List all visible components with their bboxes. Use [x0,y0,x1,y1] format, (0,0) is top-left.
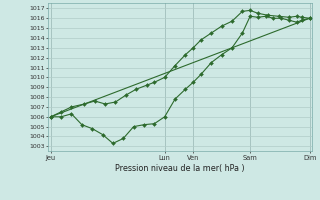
X-axis label: Pression niveau de la mer( hPa ): Pression niveau de la mer( hPa ) [116,164,245,173]
